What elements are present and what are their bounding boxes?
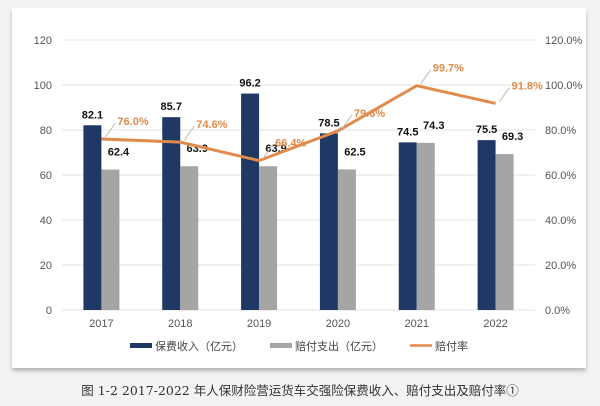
claims-label: 69.3 bbox=[502, 131, 523, 143]
premium-label: 96.2 bbox=[239, 78, 260, 90]
legend-label: 保费收入（亿元） bbox=[155, 339, 243, 353]
x-tick-label: 2022 bbox=[483, 318, 507, 330]
x-tick-label: 2018 bbox=[168, 318, 192, 330]
leader-line bbox=[341, 114, 353, 130]
loss-ratio-label: 66.4% bbox=[275, 138, 306, 150]
loss-ratio-label: 99.7% bbox=[433, 63, 464, 75]
premium-bar bbox=[162, 117, 181, 310]
right-tick-label: 80.0% bbox=[545, 125, 576, 137]
left-tick-label: 80 bbox=[40, 125, 52, 137]
right-tick-label: 120.0% bbox=[545, 35, 583, 47]
premium-label: 75.5 bbox=[476, 124, 497, 136]
claims-bar bbox=[416, 142, 435, 310]
right-tick-label: 20.0% bbox=[545, 260, 576, 272]
figure-caption: 图 1-2 2017-2022 年人保财险营运货车交强险保费收入、赔付支出及赔付… bbox=[81, 383, 519, 398]
claims-bar bbox=[180, 166, 199, 310]
x-tick-label: 2017 bbox=[89, 318, 113, 330]
claims-label: 62.4 bbox=[108, 147, 130, 159]
right-tick-label: 40.0% bbox=[545, 215, 576, 227]
premium-label: 85.7 bbox=[161, 101, 182, 113]
claims-bar bbox=[337, 169, 356, 310]
left-tick-label: 0 bbox=[46, 305, 52, 317]
right-tick-label: 100.0% bbox=[545, 80, 583, 92]
left-tick-label: 20 bbox=[40, 260, 52, 272]
right-tick-label: 60.0% bbox=[545, 170, 576, 182]
right-tick-label: 0.0% bbox=[545, 305, 570, 317]
claims-bar bbox=[495, 154, 514, 310]
claims-bar bbox=[259, 166, 278, 310]
leader-line bbox=[262, 144, 274, 159]
loss-ratio-line bbox=[101, 84, 496, 163]
legend-swatch bbox=[130, 343, 152, 348]
claims-label: 62.5 bbox=[344, 146, 365, 158]
premium-label: 74.5 bbox=[397, 126, 418, 138]
claims-bar bbox=[101, 169, 120, 310]
loss-ratio-label: 91.8% bbox=[512, 80, 543, 92]
premium-bar bbox=[241, 93, 260, 310]
loss-ratio-label: 74.6% bbox=[196, 119, 227, 131]
claims-label: 74.3 bbox=[423, 120, 444, 132]
leader-line bbox=[420, 69, 432, 84]
loss-ratio-label: 76.0% bbox=[117, 116, 148, 128]
leader-line bbox=[183, 125, 195, 141]
premium-bar bbox=[319, 133, 338, 310]
left-tick-label: 60 bbox=[40, 170, 52, 182]
left-tick-label: 120 bbox=[34, 35, 52, 47]
premium-label: 82.1 bbox=[82, 109, 103, 121]
premium-label: 78.5 bbox=[318, 117, 339, 129]
left-tick-label: 100 bbox=[34, 80, 52, 92]
x-tick-label: 2019 bbox=[247, 318, 271, 330]
leader-line bbox=[499, 87, 510, 102]
loss-ratio-label: 79.6% bbox=[354, 108, 385, 120]
left-tick-label: 40 bbox=[40, 215, 52, 227]
x-tick-label: 2021 bbox=[405, 318, 429, 330]
leader-line bbox=[105, 122, 116, 138]
legend-label: 赔付率 bbox=[435, 339, 468, 353]
x-tick-label: 2020 bbox=[326, 318, 350, 330]
legend-label: 赔付支出（亿元） bbox=[295, 339, 383, 353]
legend-swatch bbox=[270, 343, 292, 348]
premium-bar bbox=[83, 125, 102, 311]
premium-bar bbox=[398, 142, 417, 310]
premium-bar bbox=[477, 140, 496, 310]
